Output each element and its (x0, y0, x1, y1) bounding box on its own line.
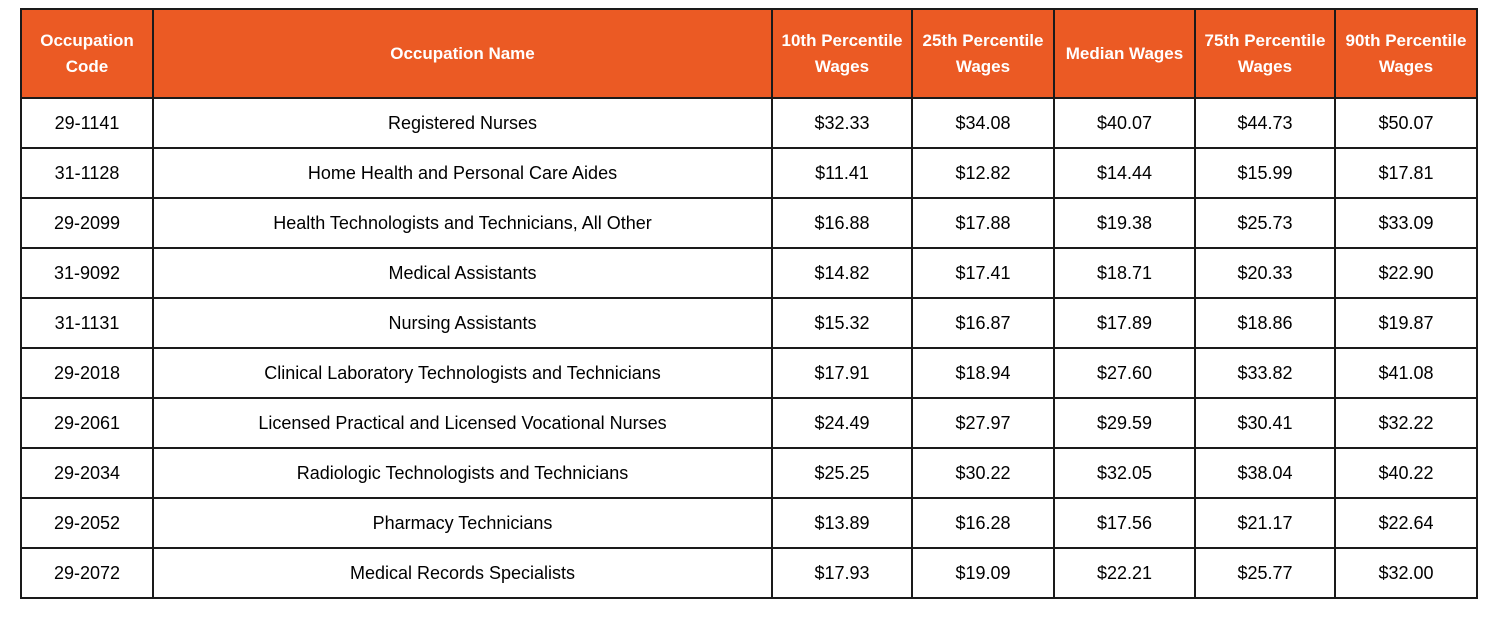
cell-p75: $21.17 (1194, 497, 1336, 549)
cell-p90: $40.22 (1334, 447, 1478, 499)
cell-name: Health Technologists and Technicians, Al… (152, 197, 773, 249)
cell-p10: $25.25 (771, 447, 913, 499)
cell-p10: $14.82 (771, 247, 913, 299)
cell-median: $32.05 (1053, 447, 1196, 499)
cell-p25: $16.87 (911, 297, 1055, 349)
table-row: 29-2099 Health Technologists and Technici… (20, 197, 1478, 249)
cell-p90: $32.22 (1334, 397, 1478, 449)
cell-p75: $38.04 (1194, 447, 1336, 499)
column-header-p25: 25th Percentile Wages (911, 8, 1055, 99)
cell-code: 29-2099 (20, 197, 154, 249)
cell-p90: $22.64 (1334, 497, 1478, 549)
cell-p90: $19.87 (1334, 297, 1478, 349)
cell-p25: $17.41 (911, 247, 1055, 299)
cell-name: Nursing Assistants (152, 297, 773, 349)
cell-p75: $30.41 (1194, 397, 1336, 449)
column-header-p75: 75th Percentile Wages (1194, 8, 1336, 99)
cell-p75: $18.86 (1194, 297, 1336, 349)
cell-median: $17.56 (1053, 497, 1196, 549)
table-row: 29-2034 Radiologic Technologists and Tech… (20, 447, 1478, 499)
table-row: 29-2018 Clinical Laboratory Technologists… (20, 347, 1478, 399)
table-row: 31-1128 Home Health and Personal Care Aid… (20, 147, 1478, 199)
cell-median: $29.59 (1053, 397, 1196, 449)
table-row: 31-1131 Nursing Assistants $15.32 $16.87 $17… (20, 297, 1478, 349)
cell-p10: $15.32 (771, 297, 913, 349)
cell-name: Medical Assistants (152, 247, 773, 299)
cell-p90: $17.81 (1334, 147, 1478, 199)
cell-p90: $41.08 (1334, 347, 1478, 399)
cell-p75: $25.73 (1194, 197, 1336, 249)
cell-p10: $16.88 (771, 197, 913, 249)
cell-p90: $32.00 (1334, 547, 1478, 599)
cell-name: Registered Nurses (152, 97, 773, 149)
cell-median: $22.21 (1053, 547, 1196, 599)
cell-median: $14.44 (1053, 147, 1196, 199)
cell-code: 31-9092 (20, 247, 154, 299)
cell-p25: $12.82 (911, 147, 1055, 199)
cell-name: Home Health and Personal Care Aides (152, 147, 773, 199)
cell-median: $27.60 (1053, 347, 1196, 399)
cell-name: Pharmacy Technicians (152, 497, 773, 549)
column-header-code: Occupation Code (20, 8, 154, 99)
cell-p25: $16.28 (911, 497, 1055, 549)
column-header-median: Median Wages (1053, 8, 1196, 99)
cell-p25: $27.97 (911, 397, 1055, 449)
cell-p10: $11.41 (771, 147, 913, 199)
cell-name: Licensed Practical and Licensed Vocation… (152, 397, 773, 449)
cell-p25: $18.94 (911, 347, 1055, 399)
table-row: 29-1141 Registered Nurses $32.33 $34.08 $40.… (20, 97, 1478, 149)
cell-code: 29-2052 (20, 497, 154, 549)
cell-code: 29-2061 (20, 397, 154, 449)
cell-p10: $32.33 (771, 97, 913, 149)
cell-p10: $24.49 (771, 397, 913, 449)
cell-p25: $19.09 (911, 547, 1055, 599)
cell-median: $18.71 (1053, 247, 1196, 299)
table-row: 29-2061 Licensed Practical and Licensed V… (20, 397, 1478, 449)
cell-p25: $34.08 (911, 97, 1055, 149)
cell-p75: $20.33 (1194, 247, 1336, 299)
cell-p25: $30.22 (911, 447, 1055, 499)
cell-p75: $33.82 (1194, 347, 1336, 399)
occupation-wage-table: Occupation Code Occupation Name 10th Perce… (20, 8, 1478, 599)
table-header: Occupation Code Occupation Name 10th Perce… (20, 8, 1478, 99)
cell-p25: $17.88 (911, 197, 1055, 249)
cell-p10: $17.93 (771, 547, 913, 599)
cell-p90: $22.90 (1334, 247, 1478, 299)
cell-p75: $15.99 (1194, 147, 1336, 199)
cell-code: 29-2034 (20, 447, 154, 499)
cell-code: 29-2018 (20, 347, 154, 399)
cell-name: Medical Records Specialists (152, 547, 773, 599)
cell-p75: $44.73 (1194, 97, 1336, 149)
cell-p10: $17.91 (771, 347, 913, 399)
cell-p10: $13.89 (771, 497, 913, 549)
table-row: 29-2052 Pharmacy Technicians $13.89 $16.28 $… (20, 497, 1478, 549)
cell-p75: $25.77 (1194, 547, 1336, 599)
cell-code: 29-1141 (20, 97, 154, 149)
header-row: Occupation Code Occupation Name 10th Perce… (20, 8, 1478, 99)
cell-median: $19.38 (1053, 197, 1196, 249)
column-header-p10: 10th Percentile Wages (771, 8, 913, 99)
column-header-p90: 90th Percentile Wages (1334, 8, 1478, 99)
cell-code: 31-1128 (20, 147, 154, 199)
cell-name: Clinical Laboratory Technologists and Te… (152, 347, 773, 399)
table-body: 29-1141 Registered Nurses $32.33 $34.08 $40.… (20, 97, 1478, 599)
cell-median: $17.89 (1053, 297, 1196, 349)
table-row: 31-9092 Medical Assistants $14.82 $17.41 $18… (20, 247, 1478, 299)
cell-code: 31-1131 (20, 297, 154, 349)
cell-name: Radiologic Technologists and Technicians (152, 447, 773, 499)
column-header-name: Occupation Name (152, 8, 773, 99)
cell-p90: $50.07 (1334, 97, 1478, 149)
cell-code: 29-2072 (20, 547, 154, 599)
cell-p90: $33.09 (1334, 197, 1478, 249)
cell-median: $40.07 (1053, 97, 1196, 149)
table-row: 29-2072 Medical Records Specialists $17.93… (20, 547, 1478, 599)
